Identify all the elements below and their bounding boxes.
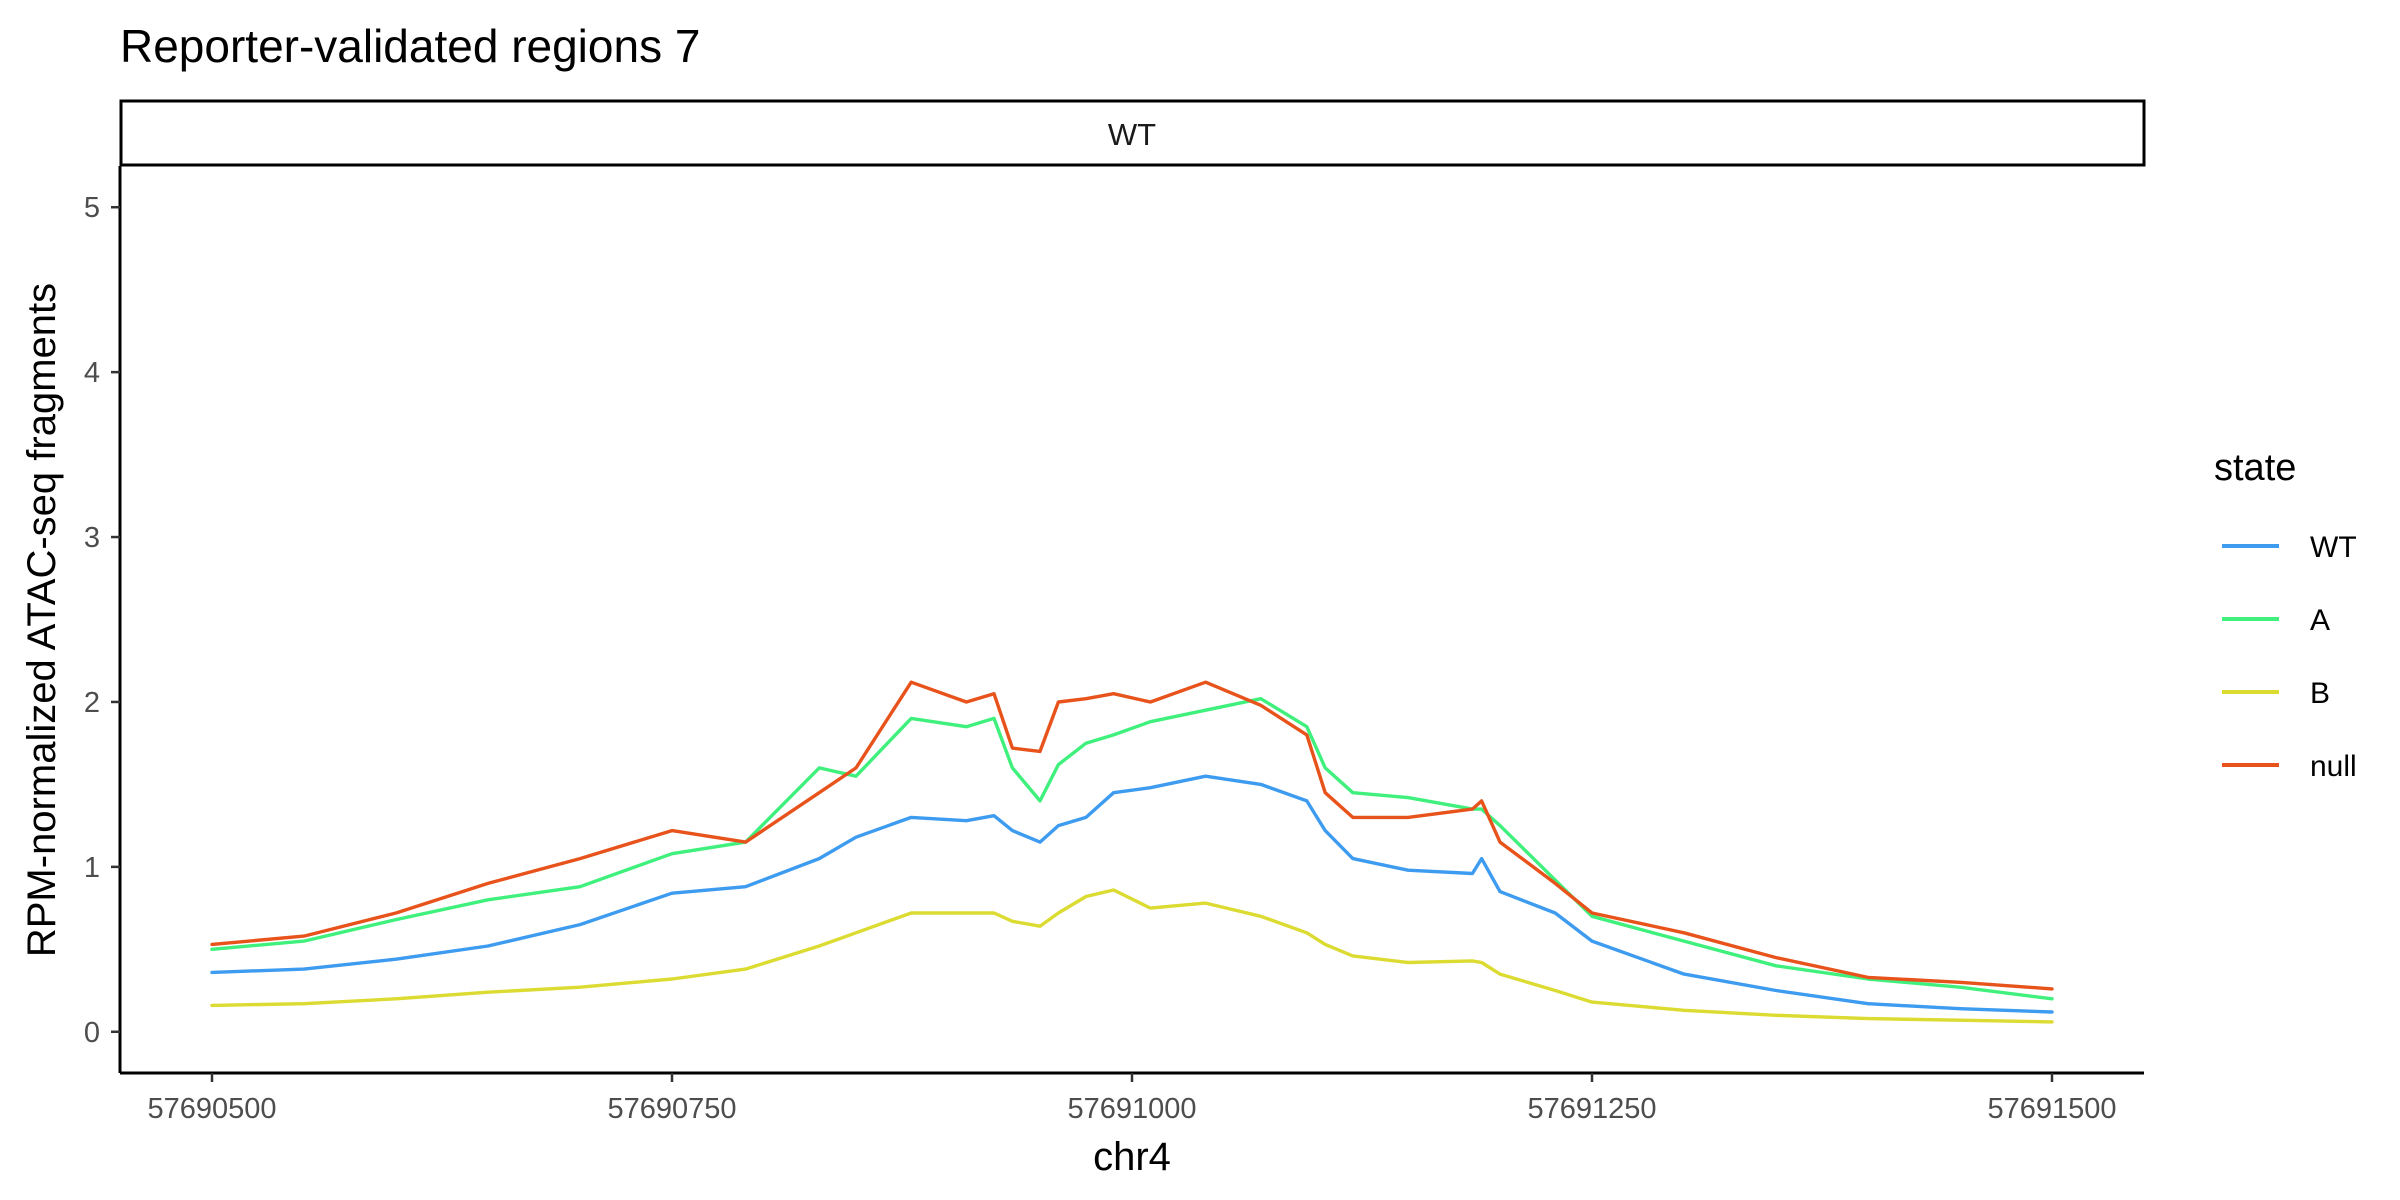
plot-panel: 57690500 57690750 57691000 57691250 57691500… xyxy=(84,166,2144,1125)
legend-label: WT xyxy=(2310,531,2357,564)
y-tick-label: 4 xyxy=(84,357,100,389)
series-line-a xyxy=(210,697,2054,1001)
facet-strip-box xyxy=(119,99,2146,167)
x-tick-label: 57691250 xyxy=(1527,1093,1656,1125)
y-tick-label: 5 xyxy=(84,192,100,224)
x-axis-ticks: 57690500 57690750 57691000 57691250 57691500 xyxy=(147,1073,2117,1125)
y-tick-label: 3 xyxy=(84,522,100,554)
x-tick-label: 57691500 xyxy=(1987,1093,2116,1125)
y-tick-label: 2 xyxy=(84,687,100,719)
x-axis-title: chr4 xyxy=(1093,1135,1171,1179)
x-tick-label: 57691000 xyxy=(1067,1093,1196,1125)
legend-title: state xyxy=(2214,447,2296,489)
legend-label: B xyxy=(2310,677,2330,710)
x-tick-label: 57690750 xyxy=(607,1093,736,1125)
facet-strip-label: WT xyxy=(1108,117,1156,152)
legend-item-b: B xyxy=(2222,677,2330,710)
legend-item-a: A xyxy=(2222,604,2330,637)
series-line-b xyxy=(210,888,2054,1024)
y-axis-title: RPM-normalized ATAC-seq fragments xyxy=(20,283,64,957)
legend-label: null xyxy=(2310,750,2357,783)
series-line-wt xyxy=(210,774,2054,1014)
x-tick-label: 57690500 xyxy=(147,1093,276,1125)
y-axis-ticks: 0 1 2 3 4 5 xyxy=(84,192,120,1049)
series-layer xyxy=(210,680,2054,1024)
y-tick-label: 1 xyxy=(84,852,100,884)
legend-item-wt: WT xyxy=(2222,531,2357,564)
series-line-null xyxy=(210,680,2054,991)
y-tick-label: 0 xyxy=(84,1017,100,1049)
legend-label: A xyxy=(2310,604,2330,637)
facet-strip: WT xyxy=(119,99,2146,167)
chart-title: Reporter-validated regions 7 xyxy=(120,20,700,72)
legend-item-null: null xyxy=(2222,750,2357,783)
